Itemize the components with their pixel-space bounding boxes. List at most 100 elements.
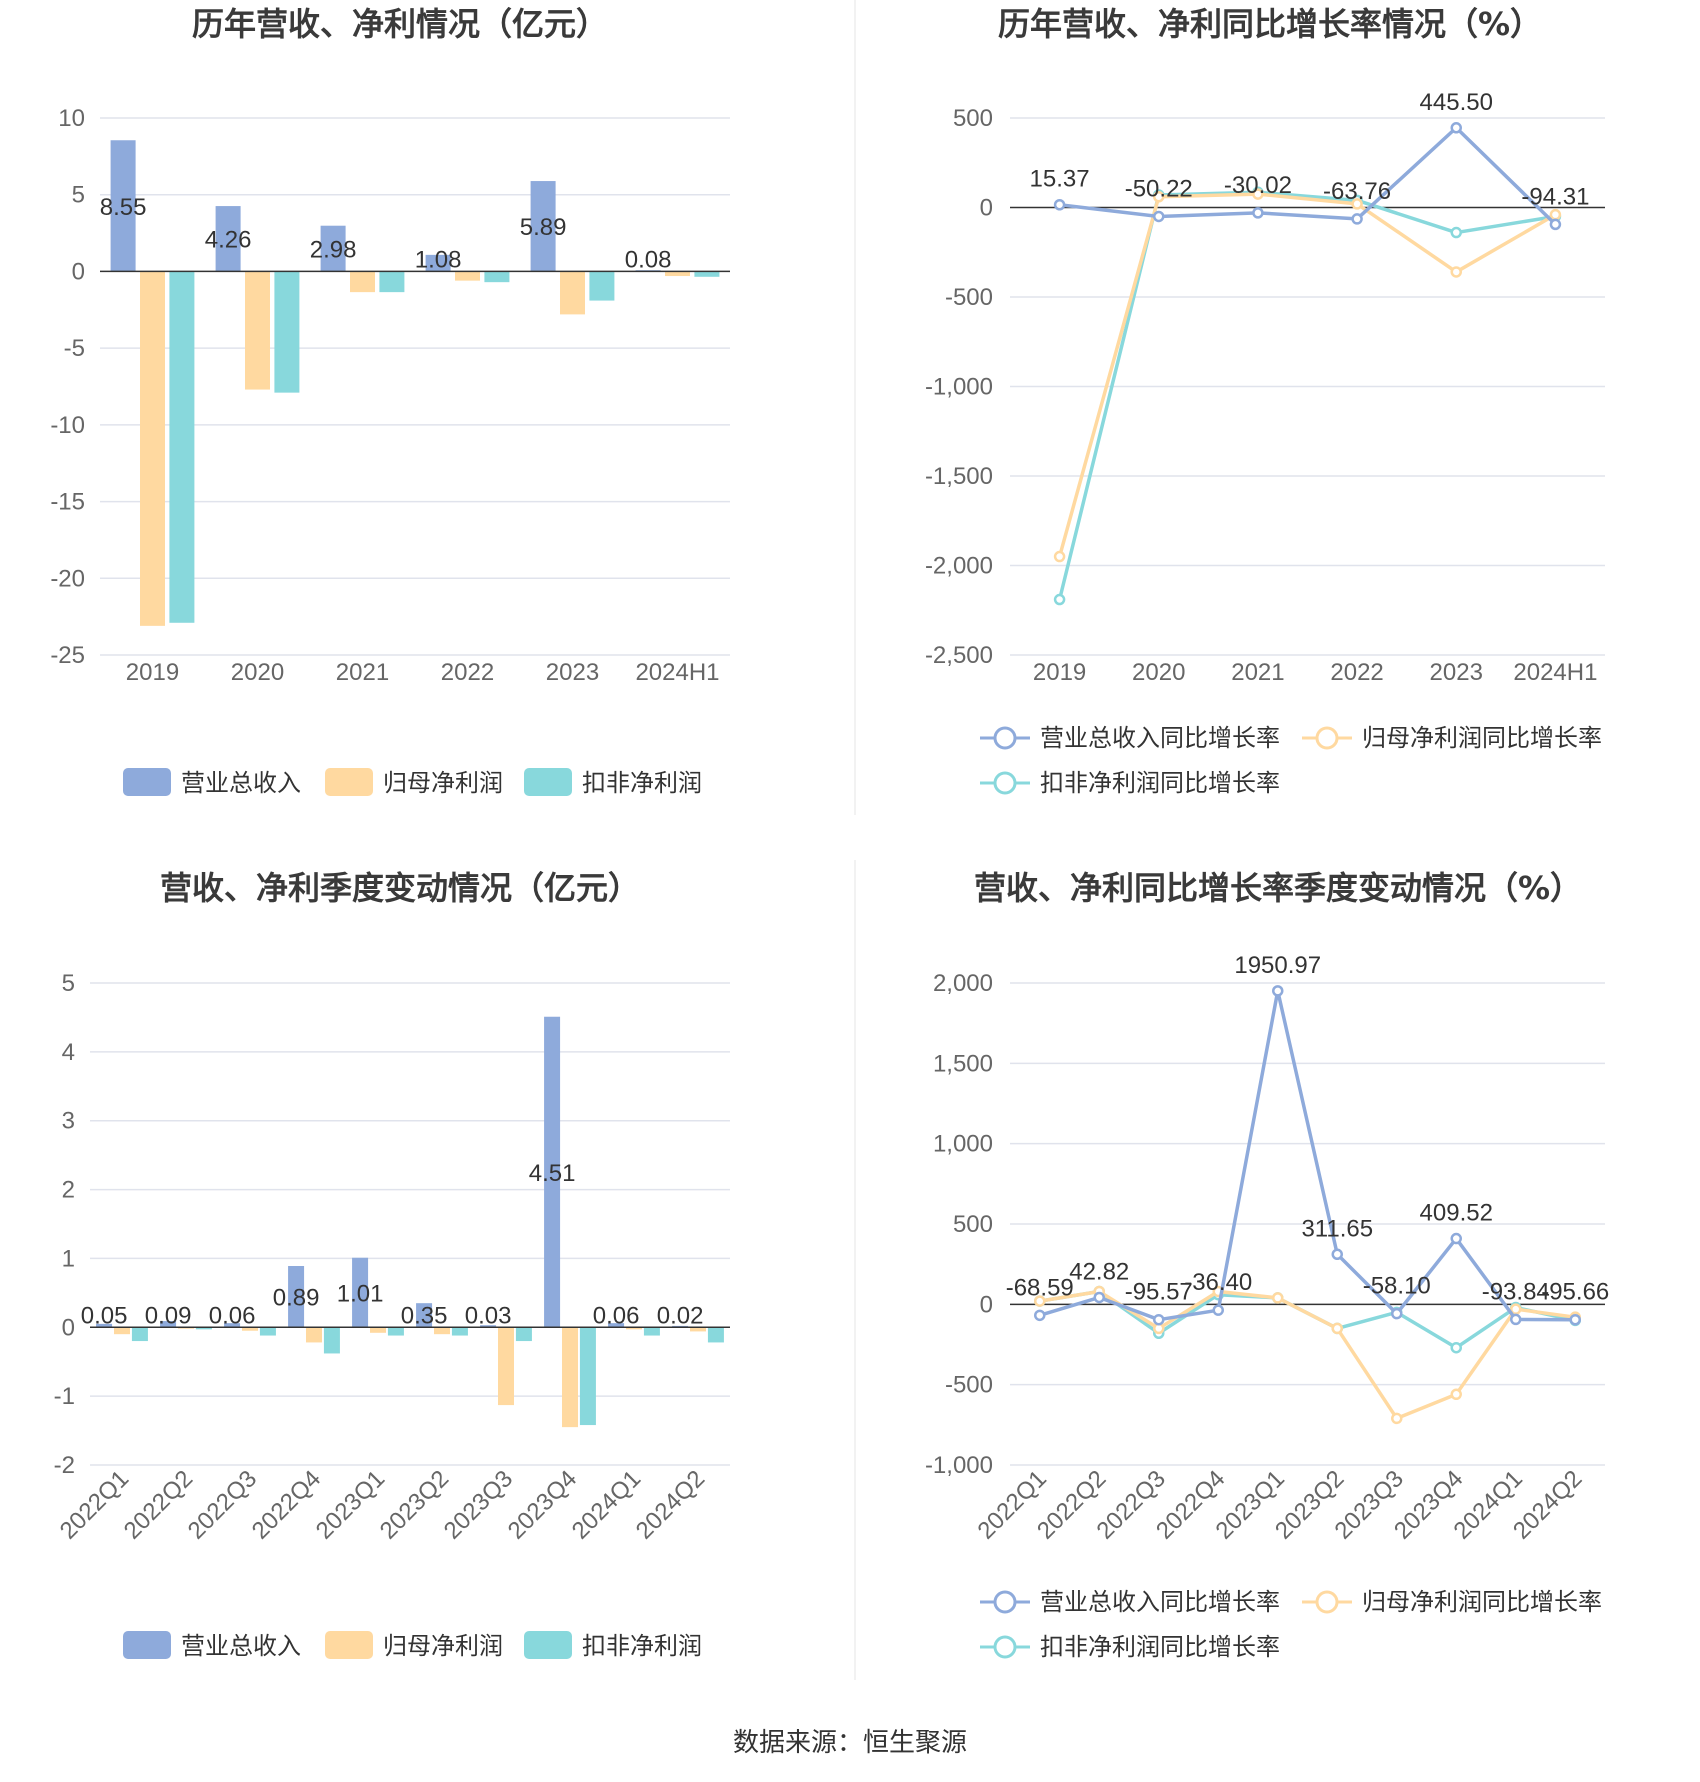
legend-marker [993,771,1017,795]
bar-net-profit [306,1327,322,1343]
bar-revenue [288,1266,305,1328]
legend-label: 扣非净利润 [582,769,702,797]
bar-net-profit [434,1327,450,1335]
data-label: 0.05 [81,1302,128,1329]
x-tick-label: 2022 [441,659,494,686]
bar-deducted-profit [323,1327,340,1354]
bar-deducted-profit [694,271,720,277]
legend-item[interactable]: 营业总收入同比增长率 [980,724,1280,752]
legend-swatch [325,768,373,796]
y-tick-label: -2 [54,1452,75,1479]
legend-item[interactable]: 扣非净利润同比增长率 [980,1633,1280,1661]
bar-revenue [544,1016,561,1328]
y-tick-label: 1 [62,1245,75,1272]
series-line-1 [1059,126,1557,226]
y-tick-label: 5 [72,182,85,209]
bar-deducted-profit [379,271,405,293]
bar-revenue [96,1323,113,1328]
bar-net-profit [665,271,690,277]
legend-item[interactable]: 营业总收入 [123,1631,301,1660]
point-marker [1153,1313,1165,1326]
point-marker [1450,226,1462,239]
bar-revenue [224,1323,241,1328]
legend-item[interactable]: 扣非净利润 [524,768,702,797]
data-label: 42.82 [1069,1258,1129,1285]
y-tick-label: 0 [980,1291,993,1318]
point-marker [1391,1307,1403,1320]
data-label: 0.03 [465,1302,512,1329]
point-marker [1034,1295,1046,1307]
point-marker [1450,1341,1462,1354]
legend-label: 归母净利润同比增长率 [1362,1588,1602,1616]
legend-item[interactable]: 归母净利润 [325,768,503,797]
legend-label: 扣非净利润 [582,1632,702,1660]
data-label: 8.55 [100,194,147,221]
point-marker [1549,218,1562,231]
series-line-1 [1039,989,1576,1322]
point-marker [1053,593,1066,606]
data-label: -68.59 [1006,1274,1074,1301]
bar-deducted-profit [195,1327,212,1330]
data-label: -30.02 [1224,172,1292,199]
y-tick-label: 0 [62,1314,75,1341]
point-marker [1510,1313,1522,1326]
bar-net-profit [455,271,480,281]
y-tick-label: -2,500 [925,642,993,669]
legend-marker [993,726,1017,750]
data-label: 0.02 [657,1302,704,1329]
bar-deducted-profit [169,271,195,623]
y-tick-label: -10 [50,412,85,439]
legend-label: 营业总收入 [181,769,301,797]
y-tick-label: 0 [72,258,85,285]
bar-deducted-profit [387,1327,404,1336]
data-label: -63.76 [1323,178,1391,205]
x-tick-label: 2023 [1430,659,1483,686]
x-tick-label: 2024H1 [635,659,719,686]
y-tick-label: -1,000 [925,1452,993,1479]
series-line-3 [1057,190,1556,600]
chart-title: 营收、净利季度变动情况（亿元） [160,869,640,907]
data-label: 1.01 [337,1281,384,1308]
point-marker [1510,1303,1522,1315]
point-marker [1450,122,1462,134]
bar-revenue [352,1257,369,1328]
data-label: 409.52 [1420,1200,1493,1227]
legend-item[interactable]: 归母净利润同比增长率 [1302,1588,1602,1616]
legend-swatch [325,1631,373,1659]
point-marker [1034,1309,1046,1322]
legend-item[interactable]: 营业总收入 [123,768,301,797]
y-tick-label: -1,500 [925,463,993,490]
bar-net-profit [350,271,375,293]
legend-swatch [123,1631,171,1659]
chart-panel-1: 历年营收、净利情况（亿元） 10 5 0 -5 -10 -15 -20 -25 8.55 4.26 2… [50,5,730,797]
series-line-2 [1057,192,1557,558]
bar-deducted-profit [484,271,510,283]
y-tick-label: -1 [54,1383,75,1410]
data-label: 4.26 [205,227,252,254]
data-label: 0.06 [593,1302,640,1329]
legend-item[interactable]: 营业总收入同比增长率 [980,1588,1280,1616]
chart-panel-4: 营收、净利同比增长率季度变动情况（%） 2,000 1,500 1,000 500 0 -5… [925,869,1609,1661]
legend-item[interactable]: 归母净利润 [325,1631,503,1660]
x-tick-label: 2023 [546,659,599,686]
point-marker [1093,1291,1105,1304]
point-marker [1450,1232,1462,1245]
legend-item[interactable]: 扣非净利润同比增长率 [980,769,1280,797]
y-tick-label: -5 [64,335,85,362]
legend-label: 营业总收入同比增长率 [1040,724,1280,752]
x-tick-label: 2023Q3 [439,1465,518,1544]
bar-net-profit [370,1327,386,1333]
legend-swatch [123,768,171,796]
y-tick-label: -1,000 [925,374,993,401]
x-tick-label: 2019 [1033,659,1086,686]
legend-item[interactable]: 归母净利润同比增长率 [1302,724,1602,752]
data-label: 2.98 [310,237,357,264]
bar-net-profit [140,271,165,626]
x-tick-label: 2019 [126,659,179,686]
bar-net-profit [626,1327,642,1330]
point-marker [1331,1248,1343,1261]
point-marker [1450,266,1462,278]
point-marker [1212,1304,1224,1316]
legend-item[interactable]: 扣非净利润 [524,1631,702,1660]
